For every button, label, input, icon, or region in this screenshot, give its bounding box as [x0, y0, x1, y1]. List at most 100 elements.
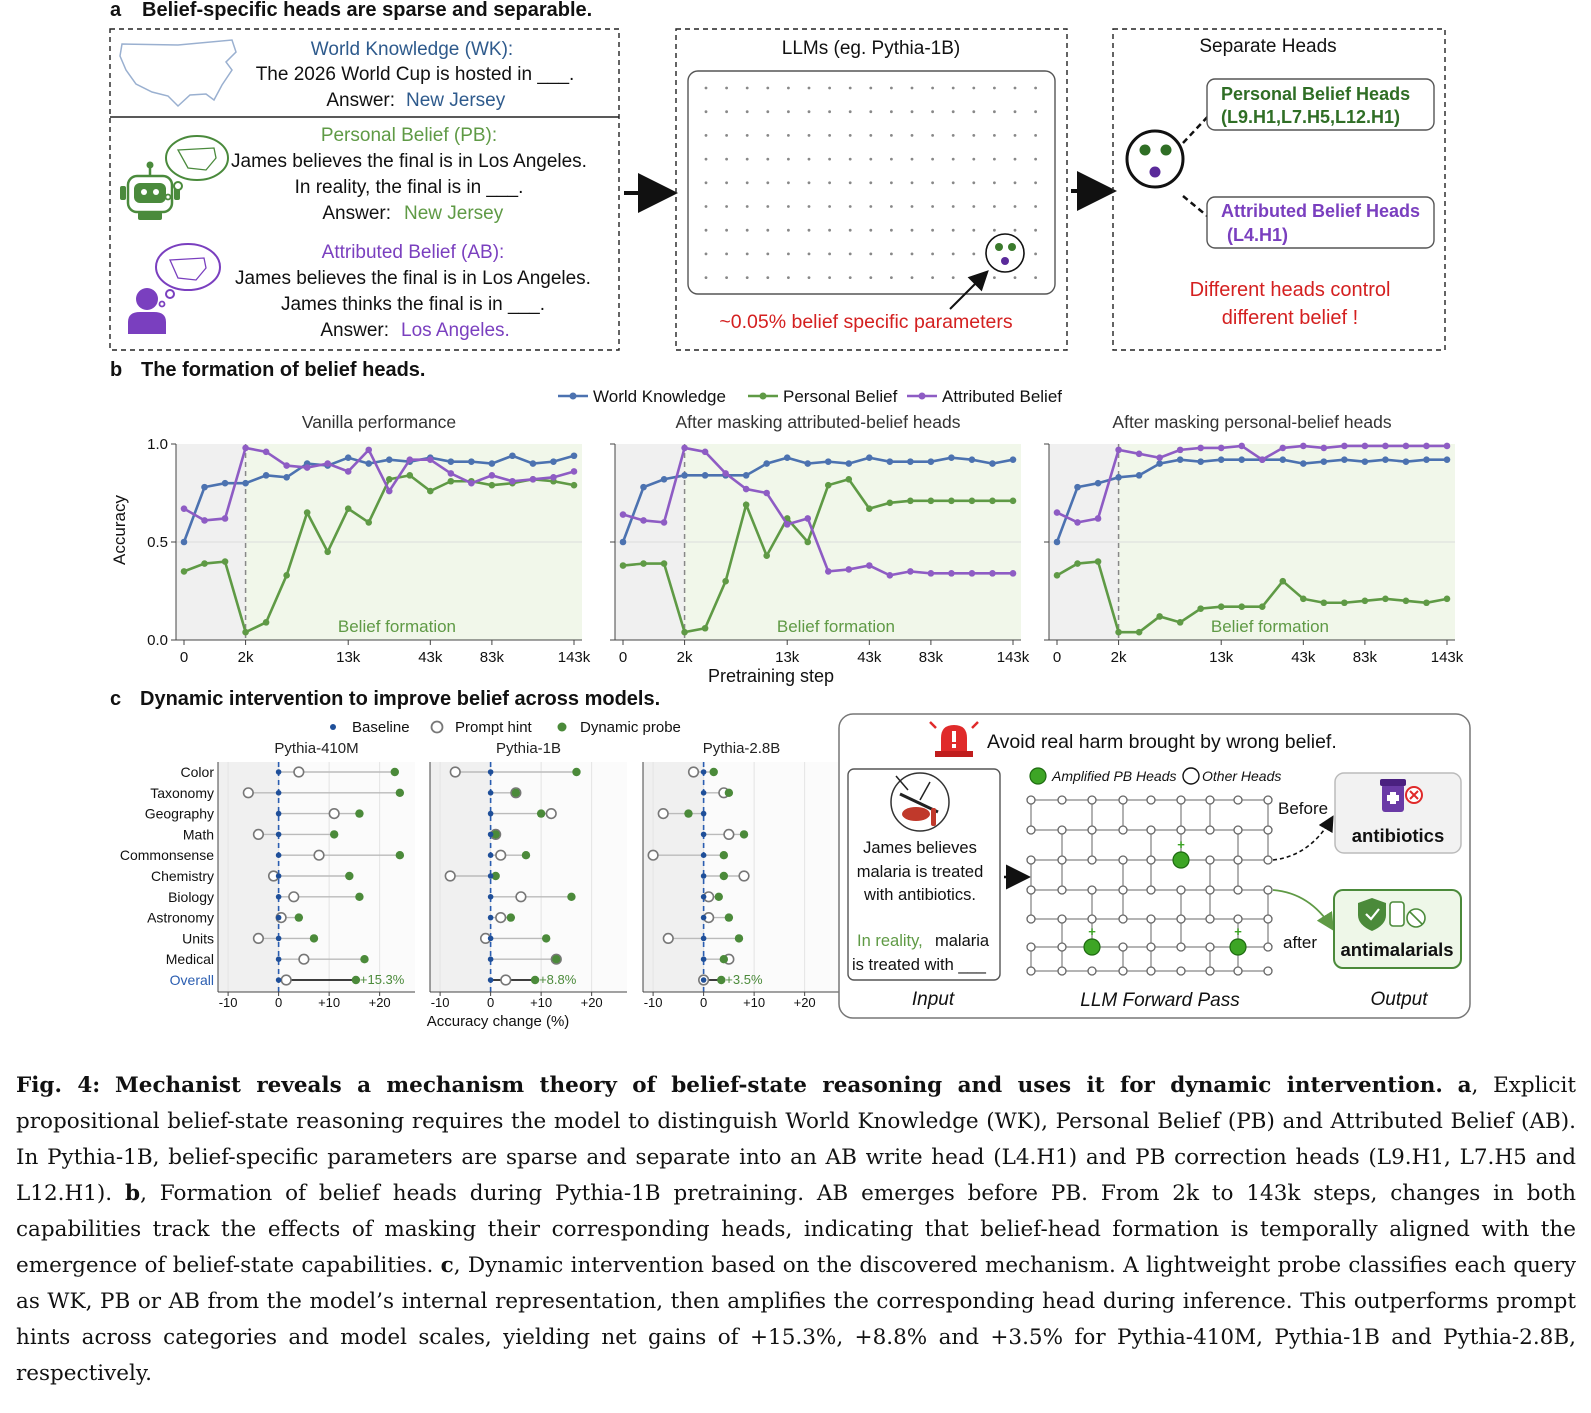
x-tick-label: 0	[487, 995, 494, 1010]
data-point-pb	[681, 628, 688, 636]
parameter-dot	[972, 276, 976, 279]
belief-heads-circle	[985, 233, 1025, 273]
data-point-ab	[1009, 570, 1017, 577]
category-label: Units	[182, 930, 214, 946]
baseline-point	[275, 935, 282, 942]
parameter-dot	[951, 181, 955, 185]
other-head-node	[1087, 855, 1097, 865]
pb-heading: Personal Belief (PB):	[321, 125, 497, 146]
negative-region	[430, 762, 491, 992]
x-tick-label: 143k	[997, 649, 1030, 666]
parameter-dot	[704, 205, 708, 208]
parameter-dot	[1013, 86, 1017, 90]
x-tick-label: 143k	[558, 649, 591, 666]
dot-chart-title: Pythia-2.8B	[703, 740, 781, 757]
parameter-dot	[766, 205, 770, 208]
other-head-node	[1233, 966, 1243, 976]
other-head-node	[1118, 942, 1128, 952]
parameter-dot	[869, 86, 873, 90]
data-point-pb	[1423, 599, 1430, 607]
other-head-node	[1146, 914, 1156, 924]
x-tick-label: 2k	[677, 649, 693, 666]
data-point-pb	[1009, 497, 1017, 505]
x-tick-label: 2k	[1111, 649, 1127, 666]
pb-head-dot	[1008, 243, 1016, 251]
parameter-dot	[951, 110, 955, 114]
other-head-node	[1146, 795, 1156, 805]
x-tick-label: 2k	[238, 649, 254, 666]
ab-answer-label: Answer:	[320, 320, 389, 341]
parameter-dot	[725, 134, 728, 137]
parameter-dot	[1034, 134, 1037, 137]
series-line-wk	[1055, 458, 1447, 543]
prompt-hint-point	[723, 828, 735, 841]
pb-answer: New Jersey	[404, 203, 504, 224]
data-point-pb	[242, 628, 249, 636]
parameter-dot	[972, 110, 976, 114]
parameter-dot	[848, 252, 852, 256]
data-point-ab	[201, 517, 208, 524]
data-point-ab	[529, 475, 537, 483]
data-point-ab	[303, 464, 311, 471]
series-line-pb	[183, 473, 575, 634]
data-point-ab	[1156, 454, 1163, 462]
other-head-node	[1026, 795, 1036, 805]
parameter-dot	[848, 228, 852, 232]
other-head-node	[1263, 942, 1273, 952]
dynamic-probe-point	[714, 892, 723, 901]
forward-pass-network: + + +	[1026, 795, 1273, 976]
parameter-dot	[745, 181, 749, 185]
dynamic-probe-point	[724, 788, 734, 797]
data-point-wk	[385, 456, 393, 463]
data-point-pb	[640, 560, 647, 567]
parameter-dot	[848, 157, 852, 161]
parameter-dot	[787, 276, 790, 279]
prompt-hint-point	[449, 766, 461, 778]
other-head-node	[1263, 855, 1273, 865]
dynamic-probe-point	[355, 809, 364, 818]
data-point-ab	[1094, 515, 1102, 522]
parameter-dot	[725, 86, 728, 90]
pb-line2: In reality, the final is in ___.	[295, 177, 524, 198]
x-tick-label: 13k	[1209, 649, 1234, 666]
data-point-pb	[886, 499, 894, 507]
dynamic-probe-point	[530, 975, 540, 985]
data-point-wk	[681, 472, 688, 479]
other-head-node	[1146, 885, 1156, 895]
data-point-pb	[570, 481, 578, 489]
baseline-point	[487, 977, 494, 983]
parameter-dot	[745, 134, 749, 137]
data-point-wk	[1176, 456, 1184, 463]
parameter-dot	[725, 110, 728, 114]
positive-region	[490, 762, 627, 992]
other-head-node	[1026, 825, 1036, 835]
dynamic-probe-point	[294, 913, 304, 922]
wk-answer: New Jersey	[406, 90, 506, 111]
caption-b-label: b	[125, 1181, 141, 1206]
prompt-hint-point	[662, 932, 674, 945]
parameter-dot	[993, 181, 996, 185]
prompt-hint-point	[242, 787, 254, 799]
ab-line2: James thinks the final is in ___.	[281, 294, 545, 315]
data-point-wk	[927, 458, 935, 465]
other-head-node	[1026, 885, 1036, 895]
parameter-dot	[931, 157, 934, 161]
baseline-point	[700, 914, 707, 921]
parameter-dot	[704, 181, 708, 185]
data-point-ab	[550, 474, 557, 481]
parameter-dot	[787, 134, 790, 137]
x-tick-label: 0	[700, 995, 707, 1010]
data-point-pb	[262, 619, 270, 626]
data-point-wk	[1341, 456, 1348, 463]
chart-title: After masking personal-belief heads	[1112, 412, 1391, 432]
parameter-dot	[1013, 110, 1017, 114]
separate-heads-box	[1112, 28, 1446, 351]
data-point-wk	[468, 458, 475, 465]
parameter-dot	[807, 86, 811, 90]
x-tick-label: 0	[619, 649, 627, 666]
parameter-dot	[828, 86, 831, 90]
data-point-pb	[1279, 577, 1287, 585]
other-head-node	[1026, 855, 1036, 865]
other-head-node	[1233, 885, 1243, 895]
category-label: Medical	[166, 951, 214, 967]
